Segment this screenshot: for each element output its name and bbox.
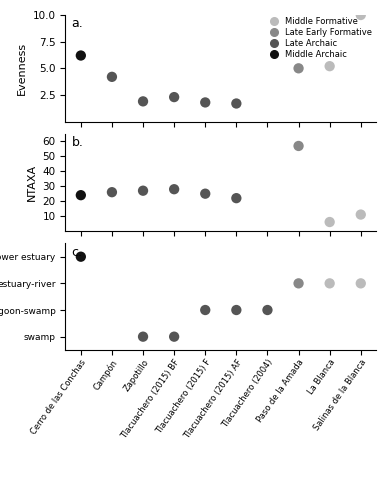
Point — [296, 64, 302, 72]
Point — [109, 188, 115, 196]
Text: c.: c. — [71, 246, 83, 258]
Point — [358, 11, 364, 19]
Y-axis label: NTAXA: NTAXA — [27, 164, 37, 201]
Point — [171, 185, 177, 193]
Point — [171, 332, 177, 340]
Point — [140, 332, 146, 340]
Point — [233, 306, 240, 314]
Point — [202, 190, 208, 198]
Point — [202, 306, 208, 314]
Point — [264, 306, 270, 314]
Point — [296, 142, 302, 150]
Y-axis label: Evenness: Evenness — [17, 42, 27, 95]
Point — [140, 98, 146, 106]
Point — [326, 280, 333, 287]
Point — [78, 252, 84, 260]
Point — [296, 280, 302, 287]
Point — [233, 194, 240, 202]
Point — [78, 52, 84, 60]
Point — [78, 191, 84, 199]
Point — [358, 210, 364, 218]
Point — [109, 73, 115, 81]
Point — [358, 280, 364, 287]
Point — [326, 218, 333, 226]
Point — [326, 62, 333, 70]
Point — [202, 98, 208, 106]
Point — [233, 100, 240, 108]
Point — [171, 93, 177, 101]
Legend: Middle Formative, Late Early Formative, Late Archaic, Middle Archaic: Middle Formative, Late Early Formative, … — [266, 17, 372, 59]
Point — [140, 186, 146, 194]
Text: a.: a. — [71, 17, 83, 30]
Text: b.: b. — [71, 136, 83, 149]
